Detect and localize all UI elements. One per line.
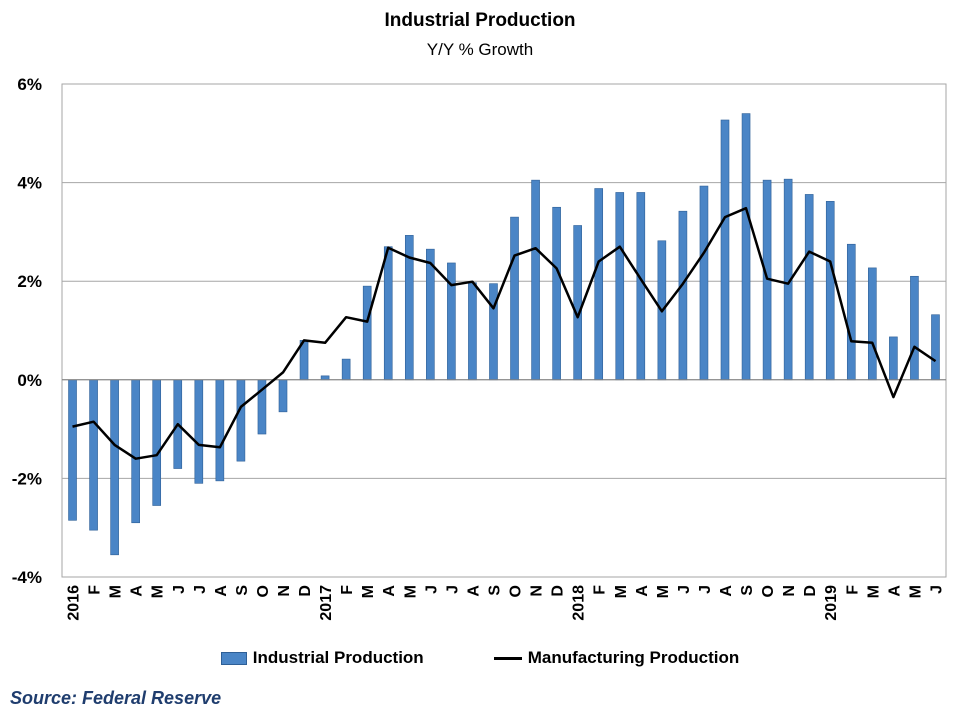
- x-tick-label: J: [423, 585, 440, 594]
- x-tick-label: S: [234, 585, 251, 596]
- x-tick-label: F: [592, 585, 609, 595]
- x-tick-label: F: [87, 585, 104, 595]
- bar: [89, 379, 98, 531]
- y-tick-label: 0%: [17, 371, 42, 390]
- y-tick-label: 4%: [17, 174, 42, 193]
- bar: [152, 379, 162, 506]
- bar: [615, 192, 625, 381]
- x-tick-label: M: [613, 585, 630, 598]
- x-tick-label: A: [886, 585, 903, 597]
- x-tick-label: D: [802, 585, 819, 597]
- legend-item-manufacturing: Manufacturing Production: [493, 648, 740, 668]
- bar: [573, 225, 582, 381]
- x-tick-label: S: [487, 585, 504, 596]
- bar: [362, 285, 372, 381]
- y-tick-label: -2%: [12, 469, 42, 488]
- legend-item-industrial: Industrial Production: [220, 648, 424, 668]
- bar: [552, 206, 561, 381]
- x-tick-label: M: [907, 585, 924, 598]
- bar: [468, 282, 477, 381]
- x-tick-label: A: [634, 585, 651, 597]
- bar: [636, 192, 646, 381]
- x-tick-label: N: [781, 585, 798, 597]
- x-tick-label: M: [865, 585, 882, 598]
- x-tick-label: 2019: [823, 585, 840, 621]
- bar: [215, 379, 225, 482]
- bar: [741, 113, 751, 381]
- bar: [320, 375, 330, 381]
- x-tick-label: J: [444, 585, 461, 594]
- bar: [341, 358, 351, 381]
- x-tick-label: F: [339, 585, 356, 595]
- x-tick-label: A: [381, 585, 398, 597]
- bar: [531, 179, 540, 381]
- bar: [194, 379, 204, 484]
- x-tick-label: A: [129, 585, 146, 597]
- source-note: Source: Federal Reserve: [10, 688, 222, 708]
- x-tick-label: M: [108, 585, 125, 598]
- x-tick-label: N: [276, 585, 293, 597]
- x-tick-label: O: [508, 585, 525, 597]
- chart-title: Industrial Production: [384, 10, 576, 31]
- bar: [678, 210, 688, 381]
- x-tick-label: 2018: [571, 585, 588, 621]
- x-tick-label: O: [760, 585, 777, 597]
- legend-line-swatch: [493, 656, 522, 660]
- bar: [699, 185, 709, 381]
- x-tick-label: J: [171, 585, 188, 594]
- chart-subtitle: Y/Y % Growth: [426, 40, 534, 59]
- bar: [720, 119, 730, 381]
- bar: [804, 194, 814, 381]
- bar: [889, 336, 898, 381]
- bar: [110, 379, 119, 556]
- y-tick-label: 6%: [17, 75, 42, 94]
- bar: [846, 243, 856, 381]
- bar: [131, 379, 140, 524]
- x-tick-label: M: [360, 585, 377, 598]
- legend: Industrial Production Manufacturing Prod…: [0, 648, 960, 668]
- x-tick-label: 2017: [318, 585, 335, 621]
- legend-label-manufacturing: Manufacturing Production: [527, 648, 740, 667]
- bar: [510, 216, 519, 381]
- x-tick-label: F: [844, 585, 861, 595]
- legend-label-industrial: Industrial Production: [252, 648, 424, 667]
- x-tick-label: O: [255, 585, 272, 597]
- bar: [825, 201, 835, 381]
- bar: [868, 267, 877, 381]
- y-tick-label: -4%: [12, 568, 42, 587]
- x-tick-label: A: [213, 585, 230, 597]
- bar: [426, 248, 435, 381]
- x-tick-label: J: [697, 585, 714, 594]
- bar: [931, 314, 940, 381]
- bar: [594, 188, 604, 381]
- x-tick-label: A: [465, 585, 482, 597]
- x-tick-label: M: [150, 585, 167, 598]
- plot-frame: [61, 83, 947, 578]
- bar: [910, 275, 919, 381]
- legend-bar-swatch: [220, 651, 247, 665]
- x-tick-label: A: [718, 585, 735, 597]
- bar: [68, 379, 77, 521]
- bar: [236, 379, 246, 462]
- x-tick-label: S: [739, 585, 756, 596]
- bar: [383, 246, 393, 381]
- x-tick-label: D: [297, 585, 314, 597]
- x-tick-label: 2016: [66, 585, 83, 621]
- x-tick-label: J: [676, 585, 693, 594]
- x-tick-label: J: [929, 585, 946, 594]
- bar: [278, 379, 288, 413]
- series-line: [72, 206, 937, 460]
- x-tick-label: N: [529, 585, 546, 597]
- x-tick-label: J: [192, 585, 209, 594]
- x-tick-label: M: [655, 585, 672, 598]
- x-tick-label: M: [402, 585, 419, 598]
- y-tick-label: 2%: [17, 272, 42, 291]
- x-tick-label: D: [550, 585, 567, 597]
